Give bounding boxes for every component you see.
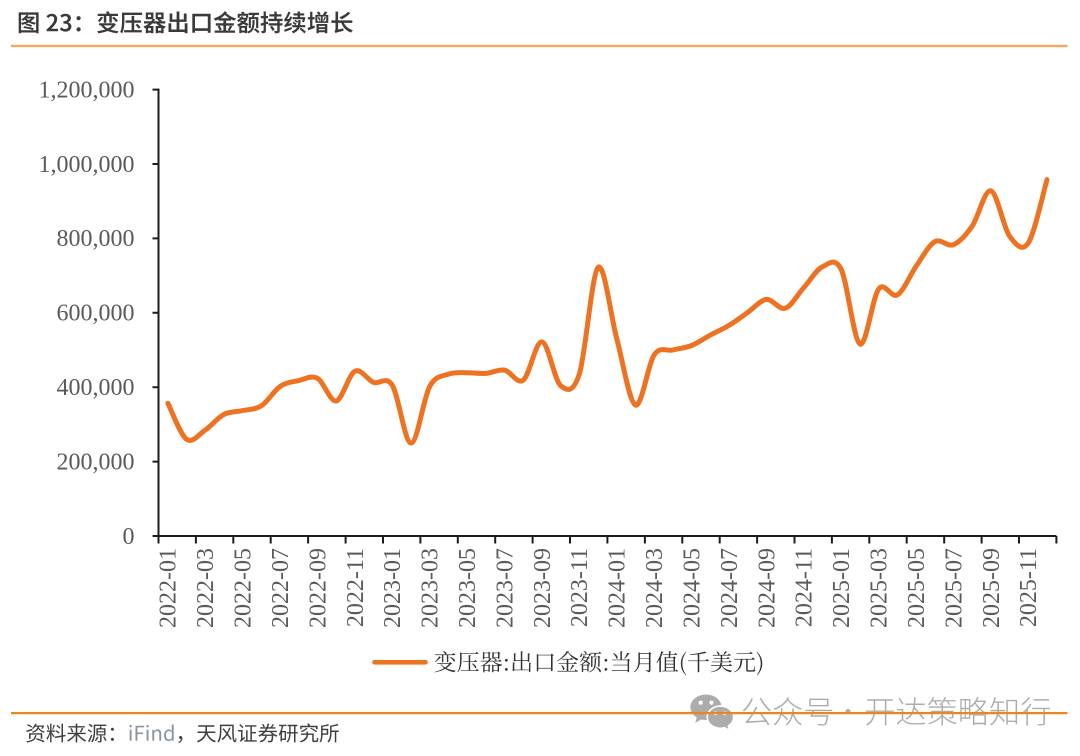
svg-text:2022-05: 2022-05 [231, 548, 257, 628]
svg-text:2024-01: 2024-01 [605, 548, 631, 628]
svg-text:2022-11: 2022-11 [343, 548, 369, 627]
svg-text:2023-11: 2023-11 [567, 548, 593, 627]
svg-text:0: 0 [123, 524, 135, 550]
svg-text:2024-05: 2024-05 [680, 548, 706, 628]
svg-text:400,000: 400,000 [57, 375, 135, 401]
svg-text:2024-03: 2024-03 [642, 548, 668, 628]
svg-text:2025-11: 2025-11 [1016, 548, 1042, 627]
svg-text:2023-03: 2023-03 [418, 548, 444, 628]
svg-text:2023-09: 2023-09 [530, 548, 556, 628]
svg-text:2023-07: 2023-07 [492, 548, 518, 628]
svg-text:2023-05: 2023-05 [455, 548, 481, 628]
svg-text:200,000: 200,000 [57, 449, 135, 475]
svg-text:800,000: 800,000 [57, 226, 135, 252]
svg-text:2024-11: 2024-11 [792, 548, 818, 627]
svg-text:2023-01: 2023-01 [380, 548, 406, 628]
svg-text:2025-07: 2025-07 [941, 548, 967, 628]
svg-text:2025-05: 2025-05 [904, 548, 930, 628]
svg-text:2025-01: 2025-01 [829, 548, 855, 628]
svg-text:1,200,000: 1,200,000 [39, 77, 135, 103]
svg-text:2025-03: 2025-03 [867, 548, 893, 628]
svg-text:1,000,000: 1,000,000 [39, 152, 135, 178]
svg-text:2022-03: 2022-03 [193, 548, 219, 628]
svg-text:2024-09: 2024-09 [754, 548, 780, 628]
svg-text:2022-07: 2022-07 [268, 548, 294, 628]
svg-text:2024-07: 2024-07 [717, 548, 743, 628]
svg-text:600,000: 600,000 [57, 301, 135, 327]
svg-text:2025-09: 2025-09 [979, 548, 1005, 628]
svg-text:2022-09: 2022-09 [305, 548, 331, 628]
svg-text:2022-01: 2022-01 [156, 548, 182, 628]
